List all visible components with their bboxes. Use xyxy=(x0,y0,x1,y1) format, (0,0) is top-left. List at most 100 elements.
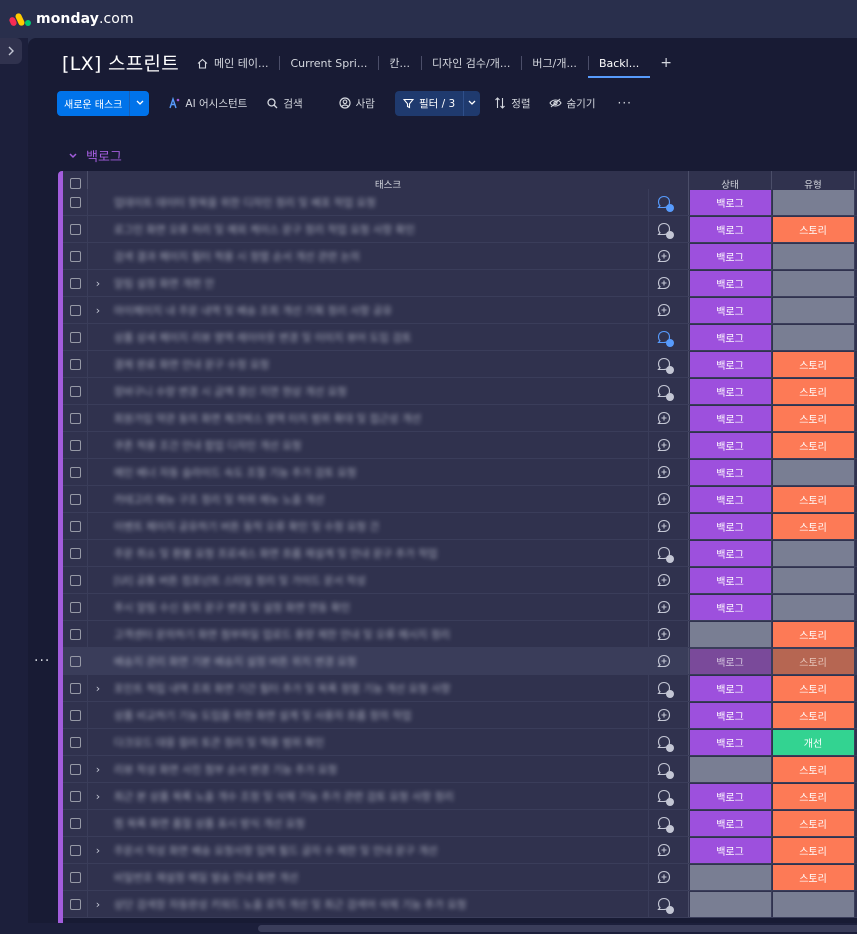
conversation-button[interactable] xyxy=(648,432,678,458)
status-cell[interactable]: 백로그 xyxy=(689,783,772,809)
row-checkbox[interactable] xyxy=(63,594,88,620)
type-cell[interactable] xyxy=(772,270,855,296)
table-row[interactable]: 비밀번호 재설정 메일 발송 안내 화면 개선 스토리 xyxy=(63,864,857,891)
task-name[interactable]: 카테고리 메뉴 구조 정리 및 하위 메뉴 노출 개선 xyxy=(114,493,325,506)
type-cell[interactable] xyxy=(772,324,855,350)
new-task-dropdown-button[interactable] xyxy=(129,90,150,116)
task-cell[interactable]: 쿠폰 적용 조건 안내 팝업 디자인 개선 요청 xyxy=(88,432,689,458)
table-row[interactable]: 메인 배너 자동 슬라이드 속도 조절 기능 추가 검토 요청 백로그 xyxy=(63,459,857,486)
expand-subitems-icon[interactable]: › xyxy=(95,897,101,911)
search-button[interactable]: 검색 xyxy=(259,91,310,116)
task-cell[interactable]: [UI] 공통 버튼 컴포넌트 스타일 정리 및 가이드 문서 작성 xyxy=(88,567,689,593)
expand-sidebar-button[interactable] xyxy=(0,38,22,64)
expand-subitems-icon[interactable]: › xyxy=(95,303,101,317)
type-cell[interactable] xyxy=(772,297,855,323)
tab-0[interactable]: 메인 테이... xyxy=(186,48,279,78)
conversation-button[interactable] xyxy=(648,891,678,917)
type-cell[interactable]: 스토리 xyxy=(772,864,855,890)
conversation-button[interactable] xyxy=(648,216,678,242)
row-checkbox[interactable] xyxy=(63,189,88,215)
conversation-button[interactable] xyxy=(648,594,678,620)
type-cell[interactable]: 스토리 xyxy=(772,675,855,701)
tab-2[interactable]: 칸... xyxy=(378,48,421,78)
task-name[interactable]: [UI] 공통 버튼 컴포넌트 스타일 정리 및 가이드 문서 작성 xyxy=(114,574,366,587)
table-row[interactable]: › 최근 본 상품 목록 노출 개수 조정 및 삭제 기능 추가 관련 검토 요청… xyxy=(63,783,857,810)
row-checkbox[interactable] xyxy=(63,513,88,539)
row-checkbox[interactable] xyxy=(63,783,88,809)
type-cell[interactable]: 개선 xyxy=(772,729,855,755)
table-row[interactable]: 다크모드 대응 컬러 토큰 정리 및 적용 범위 확인 백로그 개선 xyxy=(63,729,857,756)
task-cell[interactable]: 상품 비교하기 기능 도입을 위한 화면 설계 및 사용자 흐름 정의 작업 xyxy=(88,702,689,728)
table-row[interactable]: [UI] 공통 버튼 컴포넌트 스타일 정리 및 가이드 문서 작성 백로그 xyxy=(63,567,857,594)
task-name[interactable]: 상단 검색창 자동완성 키워드 노출 로직 개선 및 최근 검색어 삭제 기능 … xyxy=(114,898,467,911)
row-checkbox[interactable] xyxy=(63,324,88,350)
status-cell[interactable]: 백로그 xyxy=(689,189,772,215)
status-cell[interactable]: 백로그 xyxy=(689,513,772,539)
task-name[interactable]: 주문서 작성 화면 배송 요청사항 입력 필드 글자 수 제한 및 안내 문구 … xyxy=(114,844,438,857)
table-row[interactable]: 회원가입 약관 동의 화면 체크박스 영역 터치 범위 확대 및 접근성 개선 백… xyxy=(63,405,857,432)
filter-button[interactable]: 필터 / 3 xyxy=(394,90,464,116)
column-header-status[interactable]: 상태 xyxy=(689,171,772,196)
conversation-button[interactable] xyxy=(648,540,678,566)
more-actions-button[interactable]: ··· xyxy=(617,96,632,110)
status-cell[interactable]: 백로그 xyxy=(689,486,772,512)
task-name[interactable]: 푸시 알림 수신 동의 문구 변경 및 설정 화면 연동 확인 xyxy=(114,601,351,614)
task-name[interactable]: 검색 결과 페이지 필터 적용 시 정렬 순서 개선 관련 논의 xyxy=(114,250,360,263)
task-name[interactable]: 이벤트 페이지 공유하기 버튼 동작 오류 확인 및 수정 요청 건 xyxy=(114,520,380,533)
task-cell[interactable]: 찜 목록 화면 품절 상품 표시 방식 개선 요청 xyxy=(88,810,689,836)
table-row[interactable]: 검색 결과 페이지 필터 적용 시 정렬 순서 개선 관련 논의 백로그 xyxy=(63,243,857,270)
table-row[interactable]: 고객센터 문의하기 화면 첨부파일 업로드 용량 제한 안내 및 오류 메시지 … xyxy=(63,621,857,648)
status-cell[interactable]: 백로그 xyxy=(689,648,772,674)
conversation-button[interactable] xyxy=(648,513,678,539)
conversation-button[interactable] xyxy=(648,567,678,593)
conversation-button[interactable] xyxy=(648,486,678,512)
task-cell[interactable]: › 리뷰 작성 화면 사진 첨부 순서 변경 기능 추가 요청 xyxy=(88,756,689,782)
table-row[interactable]: › 포인트 적립 내역 조회 화면 기간 필터 추가 및 목록 정렬 기능 개선 … xyxy=(63,675,857,702)
row-checkbox[interactable] xyxy=(63,405,88,431)
type-cell[interactable]: 스토리 xyxy=(772,648,855,674)
task-cell[interactable]: 비밀번호 재설정 메일 발송 안내 화면 개선 xyxy=(88,864,689,890)
table-row[interactable]: › 마이페이지 내 주문 내역 및 배송 조회 개선 기획 정리 사항 공유 백로그 xyxy=(63,297,857,324)
row-checkbox[interactable] xyxy=(63,756,88,782)
row-checkbox[interactable] xyxy=(63,864,88,890)
status-cell[interactable]: 백로그 xyxy=(689,243,772,269)
status-cell[interactable]: 백로그 xyxy=(689,567,772,593)
conversation-button[interactable] xyxy=(648,189,678,215)
monday-logo[interactable]: monday.com xyxy=(8,11,134,27)
expand-subitems-icon[interactable]: › xyxy=(95,276,101,290)
task-cell[interactable]: › 최근 본 상품 목록 노출 개수 조정 및 삭제 기능 추가 관련 검토 요청… xyxy=(88,783,689,809)
task-name[interactable]: 상품 상세 페이지 리뷰 영역 레이아웃 변경 및 이미지 뷰어 도입 검토 xyxy=(114,331,412,344)
status-cell[interactable] xyxy=(689,864,772,890)
conversation-button[interactable] xyxy=(648,675,678,701)
conversation-button[interactable] xyxy=(648,864,678,890)
task-name[interactable]: 포인트 적립 내역 조회 화면 기간 필터 추가 및 목록 정렬 기능 개선 요… xyxy=(114,682,451,695)
type-cell[interactable]: 스토리 xyxy=(772,621,855,647)
table-row[interactable]: 찜 목록 화면 품절 상품 표시 방식 개선 요청 백로그 스토리 xyxy=(63,810,857,837)
task-cell[interactable]: 이벤트 페이지 공유하기 버튼 동작 오류 확인 및 수정 요청 건 xyxy=(88,513,689,539)
conversation-button[interactable] xyxy=(648,243,678,269)
task-name[interactable]: 리뷰 작성 화면 사진 첨부 순서 변경 기능 추가 요청 xyxy=(114,763,338,776)
conversation-button[interactable] xyxy=(648,729,678,755)
table-row[interactable]: 이벤트 페이지 공유하기 버튼 동작 오류 확인 및 수정 요청 건 백로그 스토리 xyxy=(63,513,857,540)
task-cell[interactable]: 결제 완료 화면 안내 문구 수정 요청 xyxy=(88,351,689,377)
select-all-checkbox[interactable] xyxy=(63,171,88,196)
task-cell[interactable]: 다크모드 대응 컬러 토큰 정리 및 적용 범위 확인 xyxy=(88,729,689,755)
tab-4[interactable]: 버그/개... xyxy=(521,48,588,78)
table-row[interactable]: 상품 상세 페이지 리뷰 영역 레이아웃 변경 및 이미지 뷰어 도입 검토 백로… xyxy=(63,324,857,351)
type-cell[interactable]: 스토리 xyxy=(772,432,855,458)
filter-dropdown-button[interactable] xyxy=(463,90,481,116)
task-name[interactable]: 상품 비교하기 기능 도입을 위한 화면 설계 및 사용자 흐름 정의 작업 xyxy=(114,709,412,722)
task-name[interactable]: 업데이트 데이터 항목을 위한 디자인 정리 및 배포 작업 요청 xyxy=(114,196,376,209)
scrollbar-thumb[interactable] xyxy=(258,925,857,932)
sort-button[interactable]: 정렬 xyxy=(486,91,538,116)
conversation-button[interactable] xyxy=(648,810,678,836)
type-cell[interactable] xyxy=(772,567,855,593)
type-cell[interactable]: 스토리 xyxy=(772,783,855,809)
status-cell[interactable]: 백로그 xyxy=(689,810,772,836)
type-cell[interactable]: 스토리 xyxy=(772,405,855,431)
row-checkbox[interactable] xyxy=(63,567,88,593)
row-checkbox[interactable] xyxy=(63,891,88,917)
task-name[interactable]: 주문 취소 및 환불 요청 프로세스 화면 흐름 재설계 및 안내 문구 추가 … xyxy=(114,547,438,560)
status-cell[interactable] xyxy=(689,891,772,917)
conversation-button[interactable] xyxy=(648,837,678,863)
